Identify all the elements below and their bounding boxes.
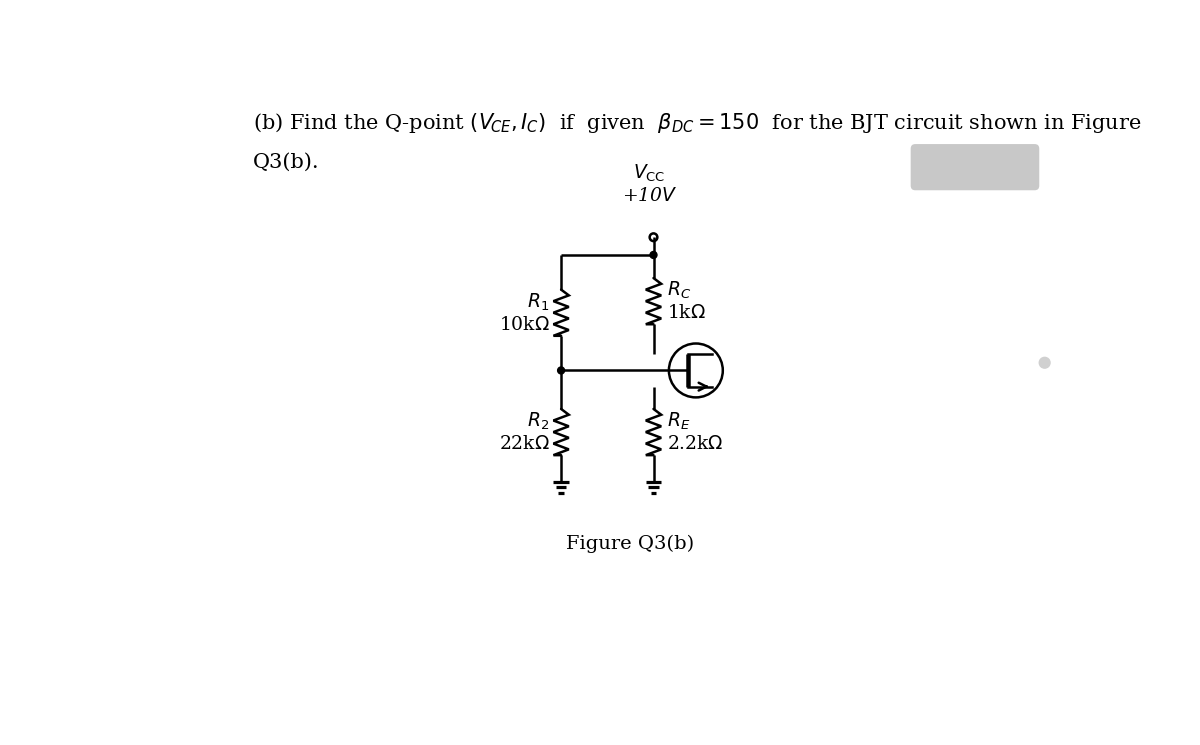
- Text: Q3(b).: Q3(b).: [253, 153, 319, 171]
- FancyBboxPatch shape: [911, 144, 1039, 190]
- Text: $R_E$
2.2k$\Omega$: $R_E$ 2.2k$\Omega$: [667, 411, 724, 453]
- Circle shape: [650, 252, 656, 259]
- Circle shape: [558, 367, 564, 374]
- Text: $R_C$
1k$\Omega$: $R_C$ 1k$\Omega$: [667, 280, 707, 322]
- Text: Figure Q3(b): Figure Q3(b): [566, 535, 695, 553]
- Text: $R_2$
22k$\Omega$: $R_2$ 22k$\Omega$: [499, 411, 550, 453]
- Circle shape: [1039, 358, 1050, 368]
- Text: $R_1$
10k$\Omega$: $R_1$ 10k$\Omega$: [499, 291, 550, 334]
- Text: $V_{\mathrm{CC}}$
+10$V$: $V_{\mathrm{CC}}$ +10$V$: [622, 163, 677, 205]
- Text: (b) Find the Q-point $(V_{\!CE}, I_C)$  if  given  $\beta_{DC} = 150$  for the B: (b) Find the Q-point $(V_{\!CE}, I_C)$ i…: [253, 111, 1141, 135]
